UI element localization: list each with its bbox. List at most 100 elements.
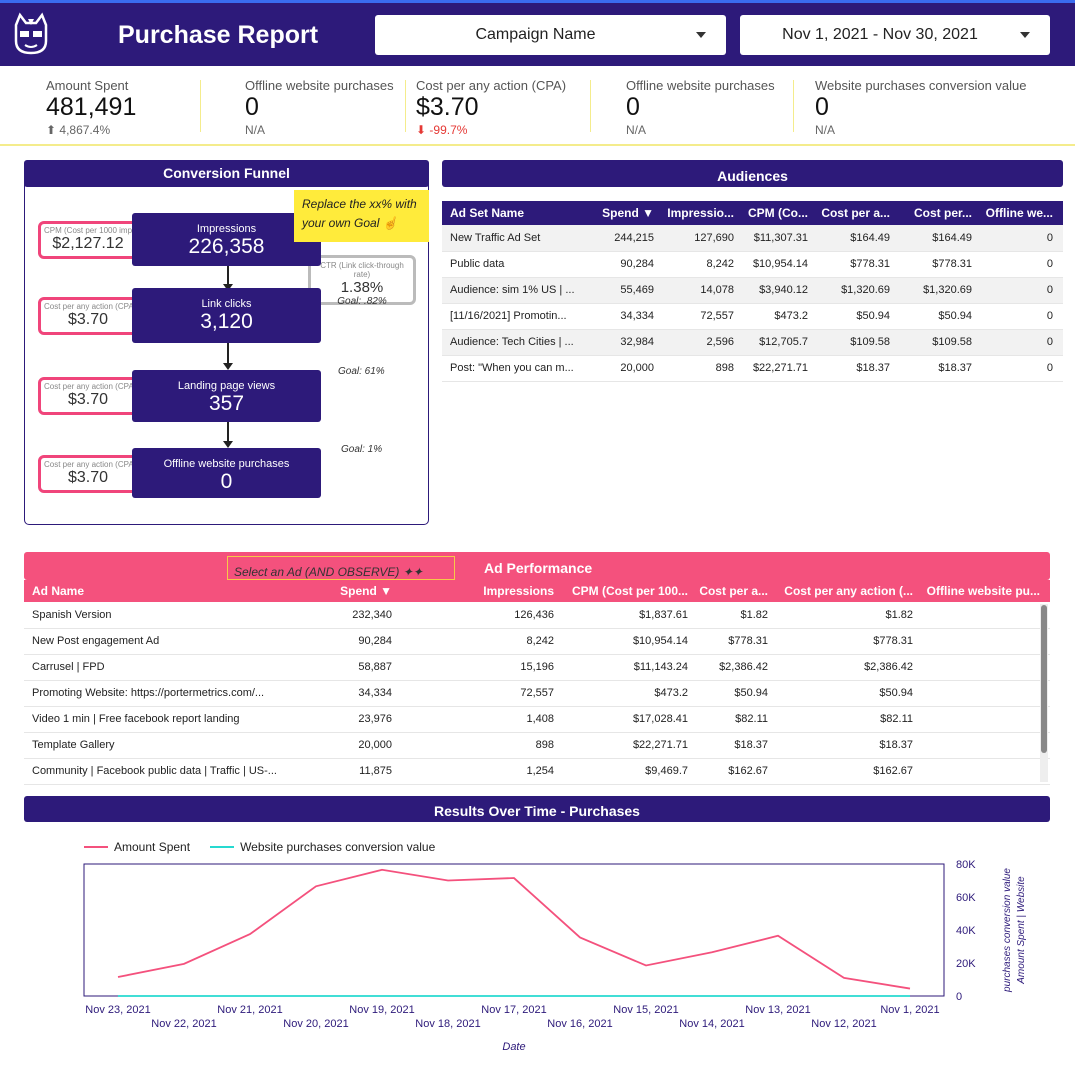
table-cell — [923, 706, 1050, 733]
kpi-label: Offline website purchases — [626, 78, 775, 93]
kpi-divider — [200, 80, 201, 132]
table-row[interactable]: Promoting Website: https://portermetrics… — [24, 680, 1050, 707]
funnel-stage-landing-page-views: Landing page views 357 — [132, 370, 321, 422]
column-header[interactable]: Offline website pu... — [923, 580, 1050, 602]
x-tick-label: Nov 18, 2021 — [415, 1018, 480, 1030]
table-cell: $10,954.14 — [564, 628, 698, 655]
table-cell: 90,284 — [307, 628, 402, 655]
table-row[interactable]: New Post engagement Ad 90,284 8,242 $10,954… — [24, 628, 1050, 655]
table-cell: 898 — [402, 732, 564, 759]
table-cell: $82.11 — [778, 706, 923, 733]
column-header[interactable]: Offline we... — [982, 201, 1063, 225]
table-cell: 34,334 — [307, 680, 402, 707]
table-row[interactable]: Public data 90,284 8,242 $10,954.14 $778.31 $… — [442, 251, 1063, 278]
table-row[interactable]: Carrusel | FPD 58,887 15,196 $11,143.24 $2,3… — [24, 654, 1050, 681]
cost-value: $3.70 — [67, 311, 109, 328]
column-header[interactable]: Spend ▼ — [594, 201, 664, 225]
table-cell: Post: "When you can m... — [442, 355, 594, 382]
table-cell: $50.94 — [818, 303, 900, 330]
table-cell: 244,215 — [594, 225, 664, 252]
audiences-table: Ad Set Name Spend ▼ Impressio... CPM (Co… — [442, 201, 1063, 382]
select-ad-hint-text: Select an Ad (AND OBSERVE) — [234, 565, 400, 579]
arrow-down-icon — [223, 266, 233, 291]
x-tick-label: Nov 21, 2021 — [217, 1004, 282, 1016]
funnel-stage-impressions: Impressions 226,358 — [132, 213, 321, 266]
table-cell: 72,557 — [664, 303, 744, 330]
column-header[interactable]: Cost per a... — [818, 201, 900, 225]
column-header[interactable]: Cost per a... — [698, 580, 778, 602]
table-cell: 126,436 — [402, 602, 564, 629]
table-cell: 15,196 — [402, 654, 564, 681]
table-cell: 20,000 — [307, 732, 402, 759]
table-cell: 20,000 — [594, 355, 664, 382]
cpm-box: CPM (Cost per 1000 impr $2,127.12 — [38, 221, 138, 259]
column-header[interactable]: Cost per... — [900, 201, 982, 225]
table-cell: $18.37 — [900, 355, 982, 382]
cost-label: Cost per any action (CPA — [44, 382, 134, 391]
table-cell: 0 — [982, 251, 1063, 278]
chevron-down-icon — [1020, 32, 1030, 38]
kpi-value: 0 — [815, 93, 829, 121]
table-cell: $1,837.61 — [564, 602, 698, 629]
column-header[interactable]: Cost per any action (... — [778, 580, 923, 602]
table-cell: 90,284 — [594, 251, 664, 278]
table-cell: $109.58 — [900, 329, 982, 356]
stage-label: Link clicks — [201, 298, 252, 310]
ctr-label: CTR (Link click-through rate) — [320, 261, 404, 279]
kpi-label: Offline website purchases — [245, 78, 394, 93]
table-cell: Spanish Version — [24, 602, 307, 629]
table-row[interactable]: Post: "When you can m... 20,000 898 $22,271… — [442, 355, 1063, 382]
kpi-value: $3.70 — [416, 93, 479, 121]
table-cell: $473.2 — [564, 680, 698, 707]
funnel-stage-link-clicks: Link clicks 3,120 — [132, 288, 321, 343]
x-tick-label: Nov 1, 2021 — [880, 1004, 939, 1016]
table-cell: $50.94 — [698, 680, 778, 707]
table-row[interactable]: Template Gallery 20,000 898 $22,271.71 $18.3… — [24, 732, 1050, 759]
table-row[interactable]: New Traffic Ad Set 244,215 127,690 $11,307.… — [442, 225, 1063, 252]
table-row[interactable]: Community | Facebook public data | Traff… — [24, 758, 1050, 785]
column-header[interactable]: Ad Name — [24, 580, 307, 602]
date-range-label: Nov 1, 2021 - Nov 30, 2021 — [782, 26, 978, 43]
column-header[interactable]: Impressio... — [664, 201, 744, 225]
table-row[interactable]: Spanish Version 232,340 126,436 $1,837.61 $1… — [24, 602, 1050, 629]
table-row[interactable]: Audience: Tech Cities | ... 32,984 2,596 $1… — [442, 329, 1063, 356]
legend-swatch — [84, 846, 108, 848]
x-axis-label: Date — [502, 1041, 525, 1053]
table-cell: 232,340 — [307, 602, 402, 629]
table-cell: Community | Facebook public data | Traff… — [24, 758, 307, 785]
table-cell: Public data — [442, 251, 594, 278]
campaign-dropdown[interactable]: Campaign Name — [375, 15, 726, 55]
table-cell: $164.49 — [900, 225, 982, 252]
kpi-delta: N/A — [815, 123, 836, 137]
x-tick-label: Nov 22, 2021 — [151, 1018, 216, 1030]
results-title: Results Over Time - Purchases — [24, 796, 1050, 822]
table-cell: $22,271.71 — [744, 355, 818, 382]
y-tick-label: 40K — [956, 925, 976, 937]
column-header[interactable]: Ad Set Name — [442, 201, 594, 225]
date-range-dropdown[interactable]: Nov 1, 2021 - Nov 30, 2021 — [740, 15, 1050, 55]
cpa-box: Cost per any action (CPA $3.70 — [38, 455, 138, 493]
column-header[interactable]: CPM (Co... — [744, 201, 818, 225]
table-header-row: Ad Name Spend ▼ Impressions CPM (Cost pe… — [24, 580, 1050, 602]
table-cell: 23,976 — [307, 706, 402, 733]
table-cell: Audience: Tech Cities | ... — [442, 329, 594, 356]
column-header[interactable]: Impressions — [402, 580, 564, 602]
select-ad-hint: Select an Ad (AND OBSERVE) ✦✦ — [227, 556, 455, 580]
table-cell: 0 — [982, 355, 1063, 382]
table-scrollbar-thumb[interactable] — [1041, 605, 1047, 753]
chevron-down-icon — [696, 32, 706, 38]
table-cell: 2,596 — [664, 329, 744, 356]
table-row[interactable]: Video 1 min | Free facebook report landi… — [24, 706, 1050, 733]
report-header: Purchase Report Campaign Name Nov 1, 202… — [0, 0, 1075, 66]
x-tick-label: Nov 20, 2021 — [283, 1018, 348, 1030]
table-row[interactable]: Audience: sim 1% US | ... 55,469 14,078 $3,… — [442, 277, 1063, 304]
kpi-conversion-value: Website purchases conversion value 0 N/A — [815, 78, 1027, 137]
table-cell: $18.37 — [778, 732, 923, 759]
kpi-cpa: Cost per any action (CPA) $3.70 ⬇ -99.7% — [416, 78, 566, 137]
table-row[interactable]: [11/16/2021] Promotin... 34,334 72,557 $473… — [442, 303, 1063, 330]
table-cell: $9,469.7 — [564, 758, 698, 785]
table-cell: $22,271.71 — [564, 732, 698, 759]
column-header[interactable]: Spend ▼ — [307, 580, 402, 602]
column-header[interactable]: CPM (Cost per 100... — [564, 580, 698, 602]
